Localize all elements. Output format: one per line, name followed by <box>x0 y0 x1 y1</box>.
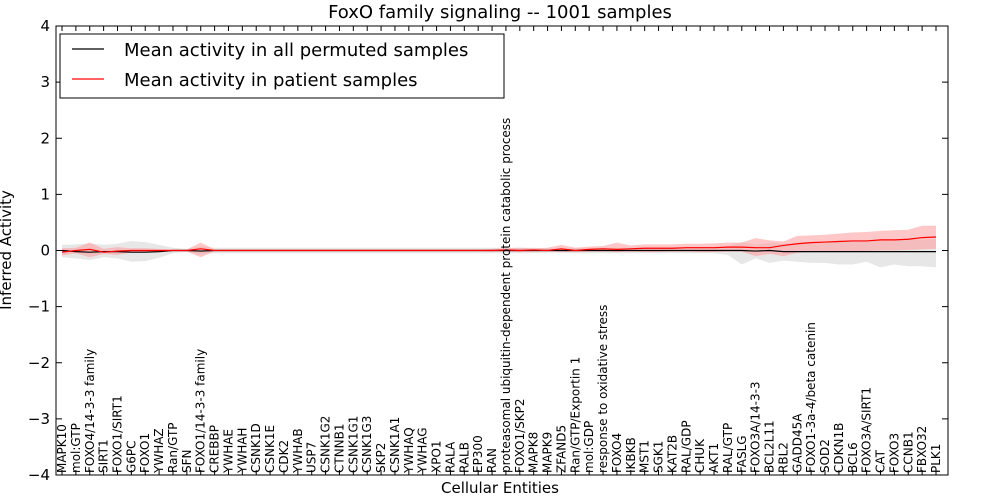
x-tick-label: ZFAND5 <box>554 425 568 473</box>
x-tick-label: GADD45A <box>790 413 804 473</box>
x-tick-label: FASLG <box>735 435 749 473</box>
x-tick-label: RALA <box>443 441 457 473</box>
x-tick-label: proteasomal ubiquitin-dependent protein … <box>499 118 513 473</box>
y-tick-label: 3 <box>40 73 50 91</box>
x-tick-label: CHUK <box>693 438 707 473</box>
y-tick-label: −4 <box>28 466 50 484</box>
x-tick-label: SGK1 <box>652 441 666 473</box>
x-tick-label: SKP2 <box>374 443 388 473</box>
band-permuted <box>62 239 936 268</box>
x-tick-label: SIRT1 <box>97 439 111 473</box>
x-tick-label: CCNB1 <box>901 431 915 473</box>
y-tick-label: −3 <box>28 410 50 428</box>
x-tick-label: RBL2 <box>776 442 790 473</box>
y-axis-label: Inferred Activity <box>0 190 15 310</box>
series-line-patient <box>61 236 937 253</box>
x-tick-label: RALB <box>457 442 471 473</box>
x-tick-label: PLK1 <box>929 444 943 473</box>
legend: Mean activity in all permuted samples Me… <box>59 33 505 99</box>
x-tick-label: MAPK10 <box>55 424 69 473</box>
x-tick-label: YWHAZ <box>152 428 166 474</box>
y-tick-label: 1 <box>40 185 50 203</box>
band-patient <box>62 225 936 258</box>
x-tick-label: CTNNB1 <box>332 423 346 473</box>
x-tick-label: CREBBP <box>208 425 222 473</box>
x-tick-label: MST1 <box>638 440 652 473</box>
x-tick-label: mol:GTP <box>69 423 83 473</box>
x-tick-label: CAT <box>874 449 888 473</box>
x-tick-label: YWHAH <box>235 428 249 474</box>
x-tick-label: Ran/GTP/Exportin 1 <box>568 357 582 473</box>
x-tick-label: CDKN1B <box>832 423 846 473</box>
x-tick-label: FOXO3A/SIRT1 <box>860 387 874 473</box>
chart-title: FoxO family signaling -- 1001 samples <box>328 2 672 23</box>
x-tick-label: EP300 <box>471 435 485 473</box>
x-tick-label: SFN <box>180 450 194 474</box>
x-tick-label: mol:GDP <box>582 421 596 473</box>
x-tick-label: YWHAG <box>416 427 430 474</box>
x-tick-label: MAPK9 <box>541 432 555 473</box>
x-tick-label: YWHAE <box>221 429 235 474</box>
x-tick-label: response to oxidative stress <box>596 305 610 473</box>
x-tick-label: KAT2B <box>665 435 679 473</box>
x-tick-label: CSNK1G3 <box>360 416 374 473</box>
x-tick-label: USP7 <box>305 442 319 473</box>
x-tick-label: FOXO4 <box>610 433 624 473</box>
x-tick-label: YWHAQ <box>402 427 416 474</box>
x-tick-label: Ran/GTP <box>166 422 180 473</box>
x-tick-label: CSNK1A1 <box>388 417 402 473</box>
x-tick-label: FOXO1/14-3-3 family <box>194 349 208 473</box>
legend-label-permuted: Mean activity in all permuted samples <box>124 40 468 61</box>
x-tick-label: RAL/GDP <box>679 420 693 473</box>
x-tick-label: FOXO3 <box>887 433 901 473</box>
x-tick-label: FOXO1/SKP2 <box>513 398 527 473</box>
series-lines <box>61 236 937 253</box>
y-axis: −4 −3 −2 −1 0 1 2 3 4 <box>28 17 948 484</box>
x-tick-label: FBXO32 <box>915 426 929 473</box>
x-tick-label: CSNK1D <box>249 423 263 473</box>
y-tick-label: 0 <box>40 242 50 260</box>
x-tick-label: XPO1 <box>430 440 444 473</box>
x-tick-label: FOXO1-3a-4/beta catenin <box>804 322 818 473</box>
y-tick-label: 2 <box>40 129 50 147</box>
x-tick-label: IKBKB <box>624 437 638 473</box>
x-axis-label: Cellular Entities <box>441 479 559 497</box>
x-tick-label: CSNK1G1 <box>346 416 360 473</box>
x-tick-label: YWHAB <box>291 428 305 474</box>
x-tick-label: FOXO1 <box>138 433 152 473</box>
x-tick-label: CSNK1E <box>263 425 277 473</box>
confidence-bands <box>62 225 936 268</box>
x-tick-label: FOXO1/SIRT1 <box>110 395 124 473</box>
x-tick-label: FOXO4/14-3-3 family <box>83 349 97 473</box>
x-tick-label: BCL2L11 <box>763 420 777 473</box>
y-tick-label: −1 <box>28 298 50 316</box>
x-tick-label: CDK2 <box>277 440 291 473</box>
x-tick-label: BCL6 <box>846 442 860 473</box>
legend-label-patient: Mean activity in patient samples <box>124 70 418 91</box>
legend-box <box>59 33 505 99</box>
x-tick-label: CSNK1G2 <box>319 416 333 473</box>
y-tick-label: −2 <box>28 354 50 372</box>
x-tick-label: RAL/GTP <box>721 423 735 473</box>
x-tick-label: FOXO3A/14-3-3 <box>749 381 763 473</box>
y-tick-label: 4 <box>40 17 50 35</box>
x-tick-label: MAPK8 <box>527 432 541 473</box>
x-tick-label: SOD2 <box>818 439 832 473</box>
x-tick-label: G6PC <box>124 440 138 473</box>
x-axis: MAPK10 mol:GTP FOXO4/14-3-3 family SIRT1 FOX… <box>55 26 943 475</box>
x-tick-label: AKT1 <box>707 443 721 473</box>
x-tick-label: RAN <box>485 448 499 473</box>
